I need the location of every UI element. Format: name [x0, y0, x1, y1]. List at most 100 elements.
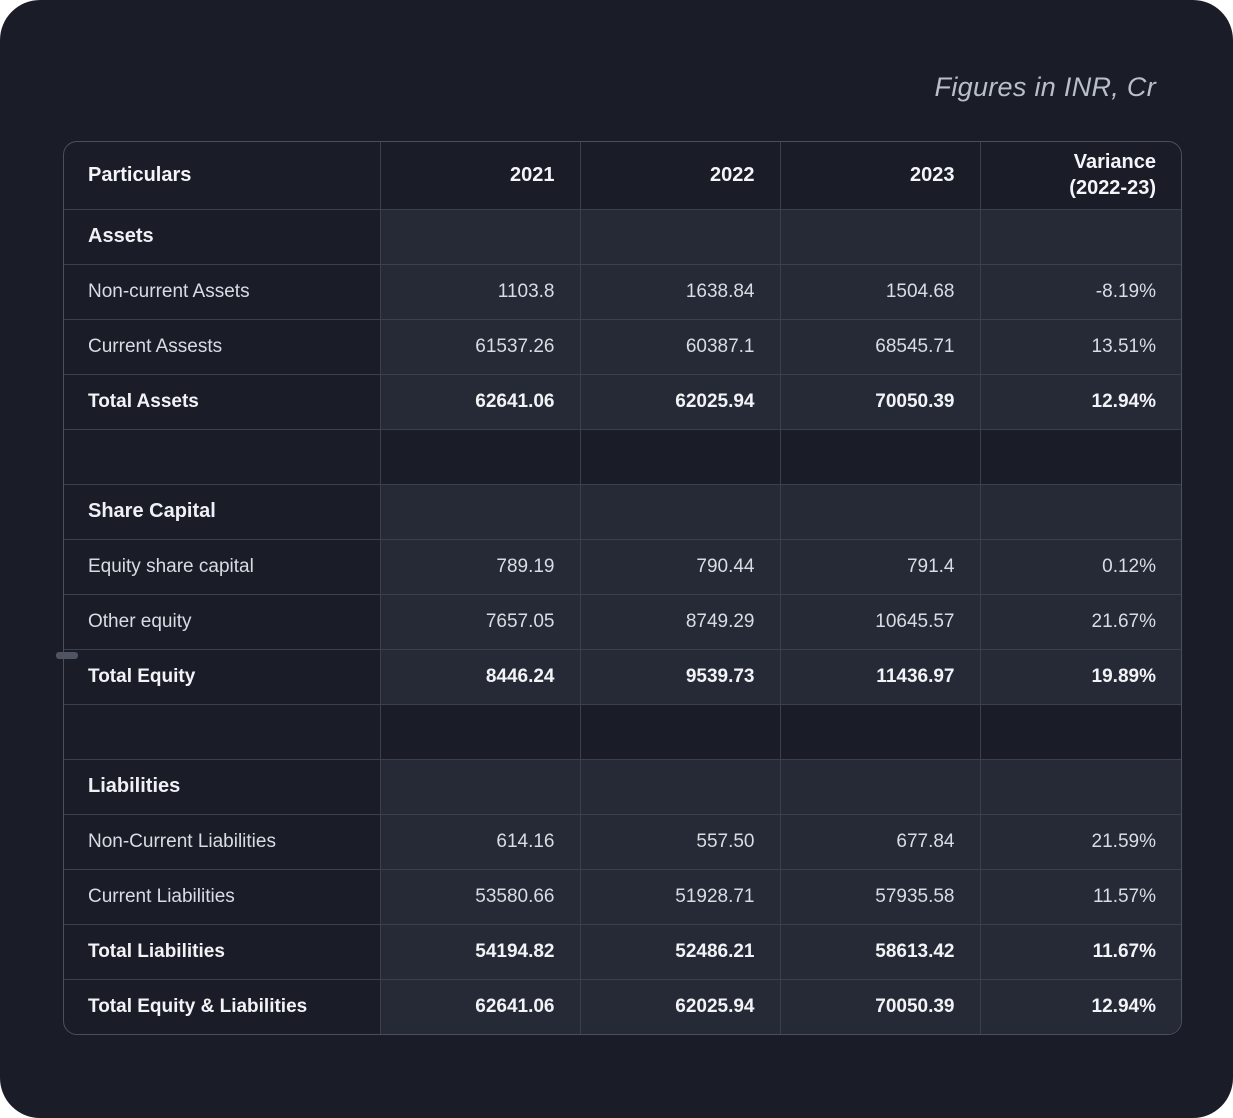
spacer-cell — [64, 703, 381, 760]
cell-2022: 8749.29 — [579, 593, 781, 650]
cell-2021: 7657.05 — [379, 593, 581, 650]
cell-2021: 61537.26 — [379, 318, 581, 375]
row-label: Assets — [64, 208, 381, 265]
row-label: Total Liabilities — [64, 923, 381, 980]
column-header-2023: 2023 — [779, 142, 981, 210]
balance-sheet-table: Particulars 2021 2022 2023 Variance (202… — [63, 141, 1182, 1035]
cell-variance: 11.67% — [979, 923, 1181, 980]
financials-table: Particulars 2021 2022 2023 Variance (202… — [64, 142, 1181, 1034]
cell-2023 — [779, 758, 981, 815]
spacer-cell — [379, 428, 581, 485]
spacer-cell — [579, 703, 781, 760]
figures-unit-note: Figures in INR, Cr — [934, 72, 1156, 102]
cell-variance: -8.19% — [979, 263, 1181, 320]
row-label: Other equity — [64, 593, 381, 650]
row-label: Liabilities — [64, 758, 381, 815]
cell-2022: 790.44 — [579, 538, 781, 595]
row-total-equity-liabilities: Total Equity & Liabilities 62641.06 6202… — [64, 978, 1181, 1034]
cell-variance: 0.12% — [979, 538, 1181, 595]
column-header-variance: Variance (2022-23) — [979, 142, 1181, 210]
cell-2021: 614.16 — [379, 813, 581, 870]
cell-2021: 1103.8 — [379, 263, 581, 320]
spacer-cell — [979, 703, 1181, 760]
cell-2021: 789.19 — [379, 538, 581, 595]
row-current-liabilities: Current Liabilities 53580.66 51928.71 57… — [64, 868, 1181, 925]
cell-2021: 62641.06 — [379, 373, 581, 430]
cell-2021 — [379, 758, 581, 815]
row-total-assets: Total Assets 62641.06 62025.94 70050.39 … — [64, 373, 1181, 430]
row-section-share-capital: Share Capital — [64, 483, 1181, 540]
cell-variance — [979, 208, 1181, 265]
cell-2022: 51928.71 — [579, 868, 781, 925]
cell-2022 — [579, 758, 781, 815]
cell-2022: 557.50 — [579, 813, 781, 870]
spacer-cell — [779, 703, 981, 760]
cell-2021: 53580.66 — [379, 868, 581, 925]
column-header-particulars: Particulars — [64, 142, 381, 210]
row-total-equity: Total Equity 8446.24 9539.73 11436.97 19… — [64, 648, 1181, 705]
cell-2022: 62025.94 — [579, 978, 781, 1034]
cell-2021: 8446.24 — [379, 648, 581, 705]
cell-variance: 19.89% — [979, 648, 1181, 705]
cell-2021 — [379, 483, 581, 540]
column-header-2021: 2021 — [379, 142, 581, 210]
cell-2023: 58613.42 — [779, 923, 981, 980]
cell-2022: 1638.84 — [579, 263, 781, 320]
cell-2022: 9539.73 — [579, 648, 781, 705]
spacer-cell — [379, 703, 581, 760]
spacer-cell — [64, 428, 381, 485]
row-total-liabilities: Total Liabilities 54194.82 52486.21 5861… — [64, 923, 1181, 980]
cell-2023 — [779, 483, 981, 540]
cell-2023: 791.4 — [779, 538, 981, 595]
column-header-2022: 2022 — [579, 142, 781, 210]
row-section-assets: Assets — [64, 208, 1181, 265]
row-equity-share-capital: Equity share capital 789.19 790.44 791.4… — [64, 538, 1181, 595]
cell-variance: 21.59% — [979, 813, 1181, 870]
row-label: Total Equity & Liabilities — [64, 978, 381, 1034]
cell-2023: 11436.97 — [779, 648, 981, 705]
row-spacer — [64, 703, 1181, 760]
row-label: Total Equity — [64, 648, 381, 705]
cell-variance: 21.67% — [979, 593, 1181, 650]
cell-2023: 68545.71 — [779, 318, 981, 375]
cell-2023: 70050.39 — [779, 978, 981, 1034]
row-spacer — [64, 428, 1181, 485]
spacer-cell — [979, 428, 1181, 485]
spacer-cell — [579, 428, 781, 485]
row-label: Total Assets — [64, 373, 381, 430]
cell-2023: 70050.39 — [779, 373, 981, 430]
cell-2021 — [379, 208, 581, 265]
row-non-current-assets: Non-current Assets 1103.8 1638.84 1504.6… — [64, 263, 1181, 320]
cell-2021: 62641.06 — [379, 978, 581, 1034]
cell-2023: 57935.58 — [779, 868, 981, 925]
row-label: Non-Current Liabilities — [64, 813, 381, 870]
row-section-liabilities: Liabilities — [64, 758, 1181, 815]
row-non-current-liabilities: Non-Current Liabilities 614.16 557.50 67… — [64, 813, 1181, 870]
row-label: Current Liabilities — [64, 868, 381, 925]
cell-variance: 12.94% — [979, 978, 1181, 1034]
row-label: Equity share capital — [64, 538, 381, 595]
scrollbar-thumb[interactable] — [56, 652, 78, 659]
row-label: Non-current Assets — [64, 263, 381, 320]
cell-2023: 1504.68 — [779, 263, 981, 320]
cell-2022 — [579, 483, 781, 540]
cell-2023 — [779, 208, 981, 265]
cell-2022: 62025.94 — [579, 373, 781, 430]
cell-variance: 13.51% — [979, 318, 1181, 375]
cell-2023: 10645.57 — [779, 593, 981, 650]
cell-2022: 60387.1 — [579, 318, 781, 375]
cell-2022 — [579, 208, 781, 265]
row-label: Current Assests — [64, 318, 381, 375]
header-row: Particulars 2021 2022 2023 Variance (202… — [64, 142, 1181, 210]
row-label: Share Capital — [64, 483, 381, 540]
cell-variance — [979, 758, 1181, 815]
cell-2021: 54194.82 — [379, 923, 581, 980]
cell-variance — [979, 483, 1181, 540]
spacer-cell — [779, 428, 981, 485]
cell-2023: 677.84 — [779, 813, 981, 870]
row-other-equity: Other equity 7657.05 8749.29 10645.57 21… — [64, 593, 1181, 650]
cell-variance: 12.94% — [979, 373, 1181, 430]
row-current-assets: Current Assests 61537.26 60387.1 68545.7… — [64, 318, 1181, 375]
cell-2022: 52486.21 — [579, 923, 781, 980]
